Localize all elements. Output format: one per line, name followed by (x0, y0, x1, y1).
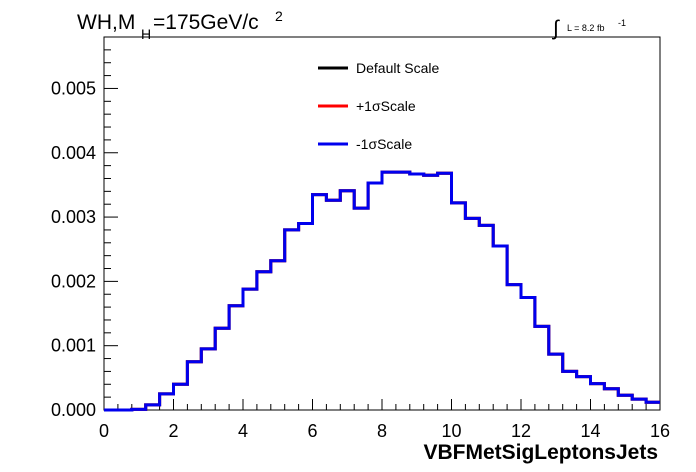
lumi-text: L = 8.2 fb (567, 23, 604, 33)
legend-label: +1σScale (356, 98, 416, 114)
chart-title: WH,M H =175GeV/c 2 (77, 8, 283, 42)
x-tick-label: 12 (511, 421, 531, 441)
x-tick-label: 4 (238, 421, 248, 441)
title-subscript: H (141, 26, 151, 42)
title-superscript: 2 (275, 8, 283, 24)
title-value: =175GeV/c (153, 11, 259, 34)
x-tick-label: 10 (441, 421, 461, 441)
x-tick-label: 0 (99, 421, 109, 441)
y-tick-label: 0.003 (51, 207, 96, 227)
plot-frame (103, 36, 661, 411)
legend-label: -1σScale (356, 136, 412, 152)
y-tick-label: 0.002 (51, 271, 96, 291)
x-axis: 0 2 4 6 8 10 12 14 16 (99, 399, 670, 441)
y-axis: 0.000 0.001 0.002 0.003 0.004 0.005 (51, 36, 118, 420)
series-layer (104, 170, 660, 412)
legend-label: Default Scale (356, 60, 439, 76)
x-tick-label: 14 (580, 421, 600, 441)
y-tick-label: 0.001 (51, 336, 96, 356)
x-tick-label: 6 (307, 421, 317, 441)
x-tick-label: 2 (168, 421, 178, 441)
y-tick-label: 0.004 (51, 143, 96, 163)
luminosity-label: ∫ L = 8.2 fb -1 (552, 17, 626, 40)
x-tick-label: 8 (377, 421, 387, 441)
x-axis-title: VBFMetSigLeptonsJets (423, 441, 658, 464)
y-tick-label: 0.005 (51, 78, 96, 98)
integral-sign: ∫ (552, 17, 560, 40)
legend: Default Scale +1σScale -1σScale (318, 60, 439, 152)
y-tick-label: 0.000 (51, 400, 96, 420)
x-tick-label: 16 (650, 421, 670, 441)
series-line (104, 170, 660, 412)
title-prefix: WH,M (77, 11, 135, 34)
lumi-superscript: -1 (618, 18, 626, 28)
